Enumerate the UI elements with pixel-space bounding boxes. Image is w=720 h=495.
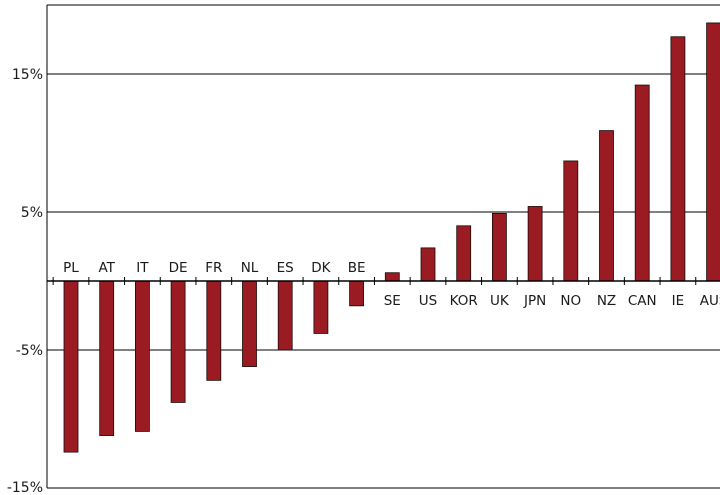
category-label: DK [311, 260, 331, 276]
bar-se [384, 272, 400, 282]
category-label: UK [490, 293, 510, 309]
bar-uk [491, 212, 507, 282]
bar-nl [242, 280, 257, 367]
category-label: DE [169, 260, 188, 276]
bar-jpn [527, 206, 543, 282]
bar-at [99, 280, 115, 436]
y-tick-label: 5% [21, 205, 43, 221]
bars [63, 22, 720, 453]
bar-ie [670, 36, 686, 282]
bar-pl [63, 280, 79, 453]
category-label: CAN [628, 293, 657, 309]
labels: 15% 5% -5% -15% PL AT IT DE FR NL ES DK BE SE US KOR UK J… [7, 67, 720, 495]
bar-de [170, 280, 186, 403]
bar-be [349, 280, 365, 307]
category-label: NL [241, 260, 259, 276]
category-label: IT [136, 260, 149, 276]
bar-dk [313, 280, 329, 334]
category-label: AUS [700, 293, 720, 309]
bar-aus [706, 22, 720, 282]
category-label: KOR [450, 293, 478, 309]
bar-kor [456, 225, 472, 282]
category-label: JPN [523, 293, 546, 309]
y-tick-label: 15% [12, 67, 43, 83]
bar-fr [206, 280, 222, 381]
category-label: SE [384, 293, 401, 309]
category-label: IE [672, 293, 685, 309]
category-label: FR [205, 260, 222, 276]
category-label: ES [277, 260, 294, 276]
y-tick-label: -5% [16, 343, 43, 359]
category-label: NO [560, 293, 581, 309]
category-label: AT [98, 260, 115, 276]
bar-no [563, 160, 579, 282]
category-label: PL [63, 260, 79, 276]
category-label: NZ [597, 293, 616, 309]
bar-nz [599, 130, 614, 282]
bar-can [634, 84, 650, 282]
y-tick-label: -15% [7, 480, 43, 495]
category-label: BE [348, 260, 366, 276]
bar-it [134, 280, 150, 432]
axes [46, 4, 720, 488]
bar-es [277, 280, 293, 351]
bar-us [420, 247, 436, 282]
category-label: US [419, 293, 437, 309]
